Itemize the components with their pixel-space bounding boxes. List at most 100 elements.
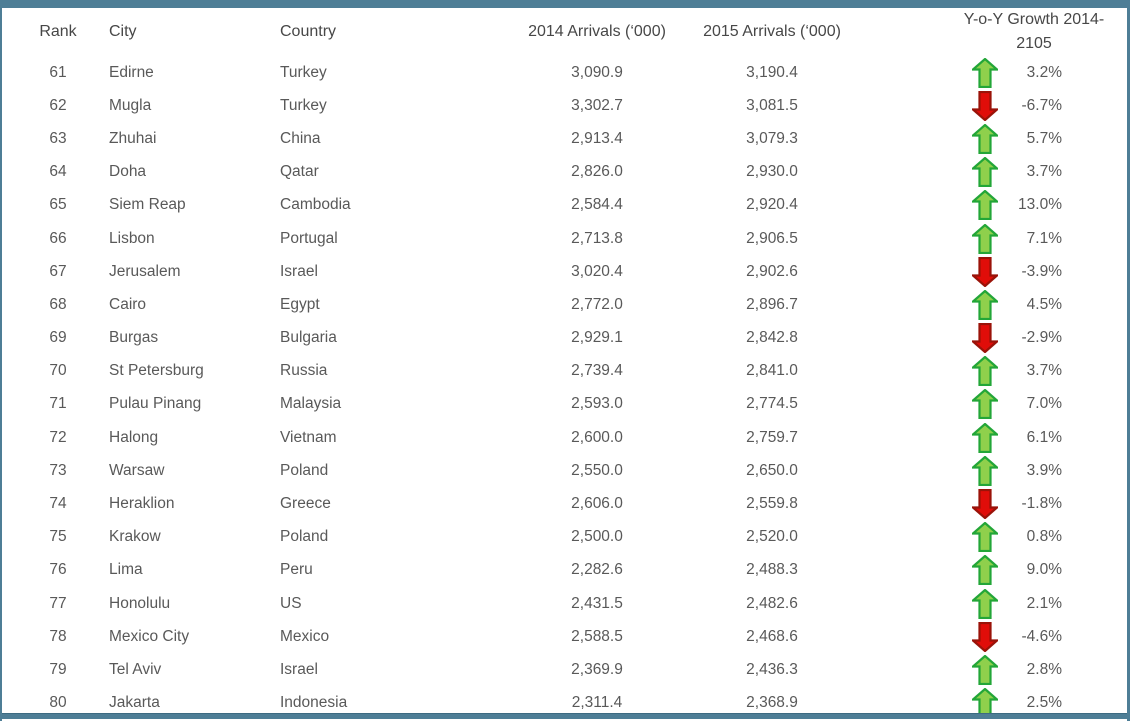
arrivals-2015-cell: 3,190.4 (746, 63, 798, 81)
arrivals-2014-cell: 3,020.4 (571, 262, 623, 280)
column-header-2014-arrivals: 2014 Arrivals (‘000) (528, 23, 666, 40)
table-row: 63 Zhuhai China 2,913.4 3,079.3 5.7% (2, 122, 1127, 155)
table-row: 75 Krakow Poland 2,500.0 2,520.0 0.8% (2, 521, 1127, 554)
country-cell: Turkey (280, 63, 327, 81)
column-header-rank: Rank (39, 23, 77, 40)
arrivals-2015-cell: 2,650.0 (746, 461, 798, 479)
table-row: 71 Pulau Pinang Malaysia 2,593.0 2,774.5… (2, 388, 1127, 421)
city-cell: Edirne (109, 63, 154, 81)
growth-value: 0.8% (1026, 528, 1062, 546)
city-cell: Burgas (109, 329, 159, 347)
arrivals-2015-cell: 2,482.6 (746, 594, 798, 612)
table-row: 66 Lisbon Portugal 2,713.8 2,906.5 7.1% (2, 222, 1127, 255)
table-row: 61 Edirne Turkey 3,090.9 3,190.4 3.2% (2, 56, 1127, 89)
rank-cell: 63 (49, 129, 67, 147)
down-arrow-icon (972, 90, 998, 121)
country-cell: Egypt (280, 295, 320, 313)
growth-cell: 6.1% (872, 422, 1127, 453)
city-cell: Lisbon (109, 229, 155, 247)
country-cell: Indonesia (280, 694, 348, 712)
rank-cell: 65 (49, 196, 67, 214)
city-cell: Heraklion (109, 495, 175, 513)
up-arrow-icon (972, 389, 998, 420)
rank-cell: 77 (49, 594, 67, 612)
arrivals-2015-cell: 2,559.8 (746, 495, 798, 513)
rank-cell: 79 (49, 660, 67, 678)
up-arrow-icon (972, 223, 998, 254)
rank-cell: 66 (49, 229, 67, 247)
growth-cell: 3.9% (872, 455, 1127, 486)
growth-value: -1.8% (1021, 495, 1063, 513)
up-arrow-icon (972, 57, 998, 88)
table-row: 74 Heraklion Greece 2,606.0 2,559.8 -1.8… (2, 487, 1127, 520)
growth-value: -4.6% (1021, 627, 1063, 645)
country-cell: Israel (280, 262, 318, 280)
country-cell: Turkey (280, 96, 327, 114)
table-row: 68 Cairo Egypt 2,772.0 2,896.7 4.5% (2, 288, 1127, 321)
arrivals-2014-cell: 2,772.0 (571, 295, 623, 313)
country-cell: Portugal (280, 229, 338, 247)
growth-cell: 7.1% (872, 223, 1127, 254)
table-row: 76 Lima Peru 2,282.6 2,488.3 9.0% (2, 554, 1127, 587)
country-cell: Vietnam (280, 428, 337, 446)
rank-cell: 69 (49, 329, 67, 347)
arrivals-2014-cell: 2,588.5 (571, 627, 623, 645)
arrivals-2014-cell: 2,550.0 (571, 461, 623, 479)
arrivals-2014-cell: 3,090.9 (571, 63, 623, 81)
rank-cell: 76 (49, 561, 67, 579)
down-arrow-icon (972, 489, 998, 520)
table-row: 78 Mexico City Mexico 2,588.5 2,468.6 -4… (2, 620, 1127, 653)
rank-cell: 62 (49, 96, 67, 114)
growth-cell: -1.8% (872, 489, 1127, 520)
rank-cell: 78 (49, 627, 67, 645)
up-arrow-icon (972, 190, 998, 221)
country-cell: Greece (280, 495, 331, 513)
arrivals-2014-cell: 2,431.5 (571, 594, 623, 612)
arrivals-2014-cell: 2,739.4 (571, 362, 623, 380)
arrivals-2014-cell: 2,593.0 (571, 395, 623, 413)
arrivals-2014-cell: 2,311.4 (571, 694, 623, 712)
growth-value: 2.5% (1026, 694, 1062, 712)
arrivals-2015-cell: 2,906.5 (746, 229, 798, 247)
table-row: 67 Jerusalem Israel 3,020.4 2,902.6 -3.9… (2, 255, 1127, 288)
column-header-2015-arrivals: 2015 Arrivals (‘000) (703, 23, 841, 40)
arrivals-2015-cell: 2,436.3 (746, 660, 798, 678)
down-arrow-icon (972, 621, 998, 652)
table-row: 73 Warsaw Poland 2,550.0 2,650.0 3.9% (2, 454, 1127, 487)
city-cell: Cairo (109, 295, 147, 313)
column-header-growth: Y-o-Y Growth 2014-2105 (872, 8, 1127, 56)
table-row: 69 Burgas Bulgaria 2,929.1 2,842.8 -2.9% (2, 322, 1127, 355)
arrivals-2014-cell: 2,913.4 (571, 129, 623, 147)
table-row: 72 Halong Vietnam 2,600.0 2,759.7 6.1% (2, 421, 1127, 454)
rank-cell: 80 (49, 694, 67, 712)
country-cell: Mexico (280, 627, 330, 645)
country-cell: Poland (280, 461, 329, 479)
country-cell: Poland (280, 528, 329, 546)
arrivals-2014-cell: 2,600.0 (571, 428, 623, 446)
arrivals-2015-cell: 2,842.8 (746, 329, 798, 347)
growth-cell: 13.0% (872, 190, 1127, 221)
growth-value: -6.7% (1021, 96, 1063, 114)
city-cell: Honolulu (109, 594, 171, 612)
city-cell: Siem Reap (109, 196, 186, 214)
growth-value: 3.9% (1026, 461, 1062, 479)
table-row: 65 Siem Reap Cambodia 2,584.4 2,920.4 13… (2, 189, 1127, 222)
growth-value: 9.0% (1026, 561, 1062, 579)
growth-value: -3.9% (1021, 262, 1063, 280)
rank-cell: 61 (49, 63, 67, 81)
arrivals-2014-cell: 2,826.0 (571, 163, 623, 181)
growth-value: 3.7% (1026, 362, 1062, 380)
arrivals-2015-cell: 2,368.9 (746, 694, 798, 712)
country-cell: Peru (280, 561, 313, 579)
arrivals-2015-cell: 2,488.3 (746, 561, 798, 579)
growth-value: 7.0% (1026, 395, 1062, 413)
table-body: 61 Edirne Turkey 3,090.9 3,190.4 3.2% 62… (2, 56, 1127, 720)
top-border-bar (2, 0, 1127, 8)
country-cell: Malaysia (280, 395, 342, 413)
arrivals-2015-cell: 2,520.0 (746, 528, 798, 546)
rank-cell: 72 (49, 428, 67, 446)
city-cell: Tel Aviv (109, 660, 162, 678)
rank-cell: 67 (49, 262, 67, 280)
column-header-city: City (109, 23, 137, 40)
growth-value: -2.9% (1021, 329, 1063, 347)
